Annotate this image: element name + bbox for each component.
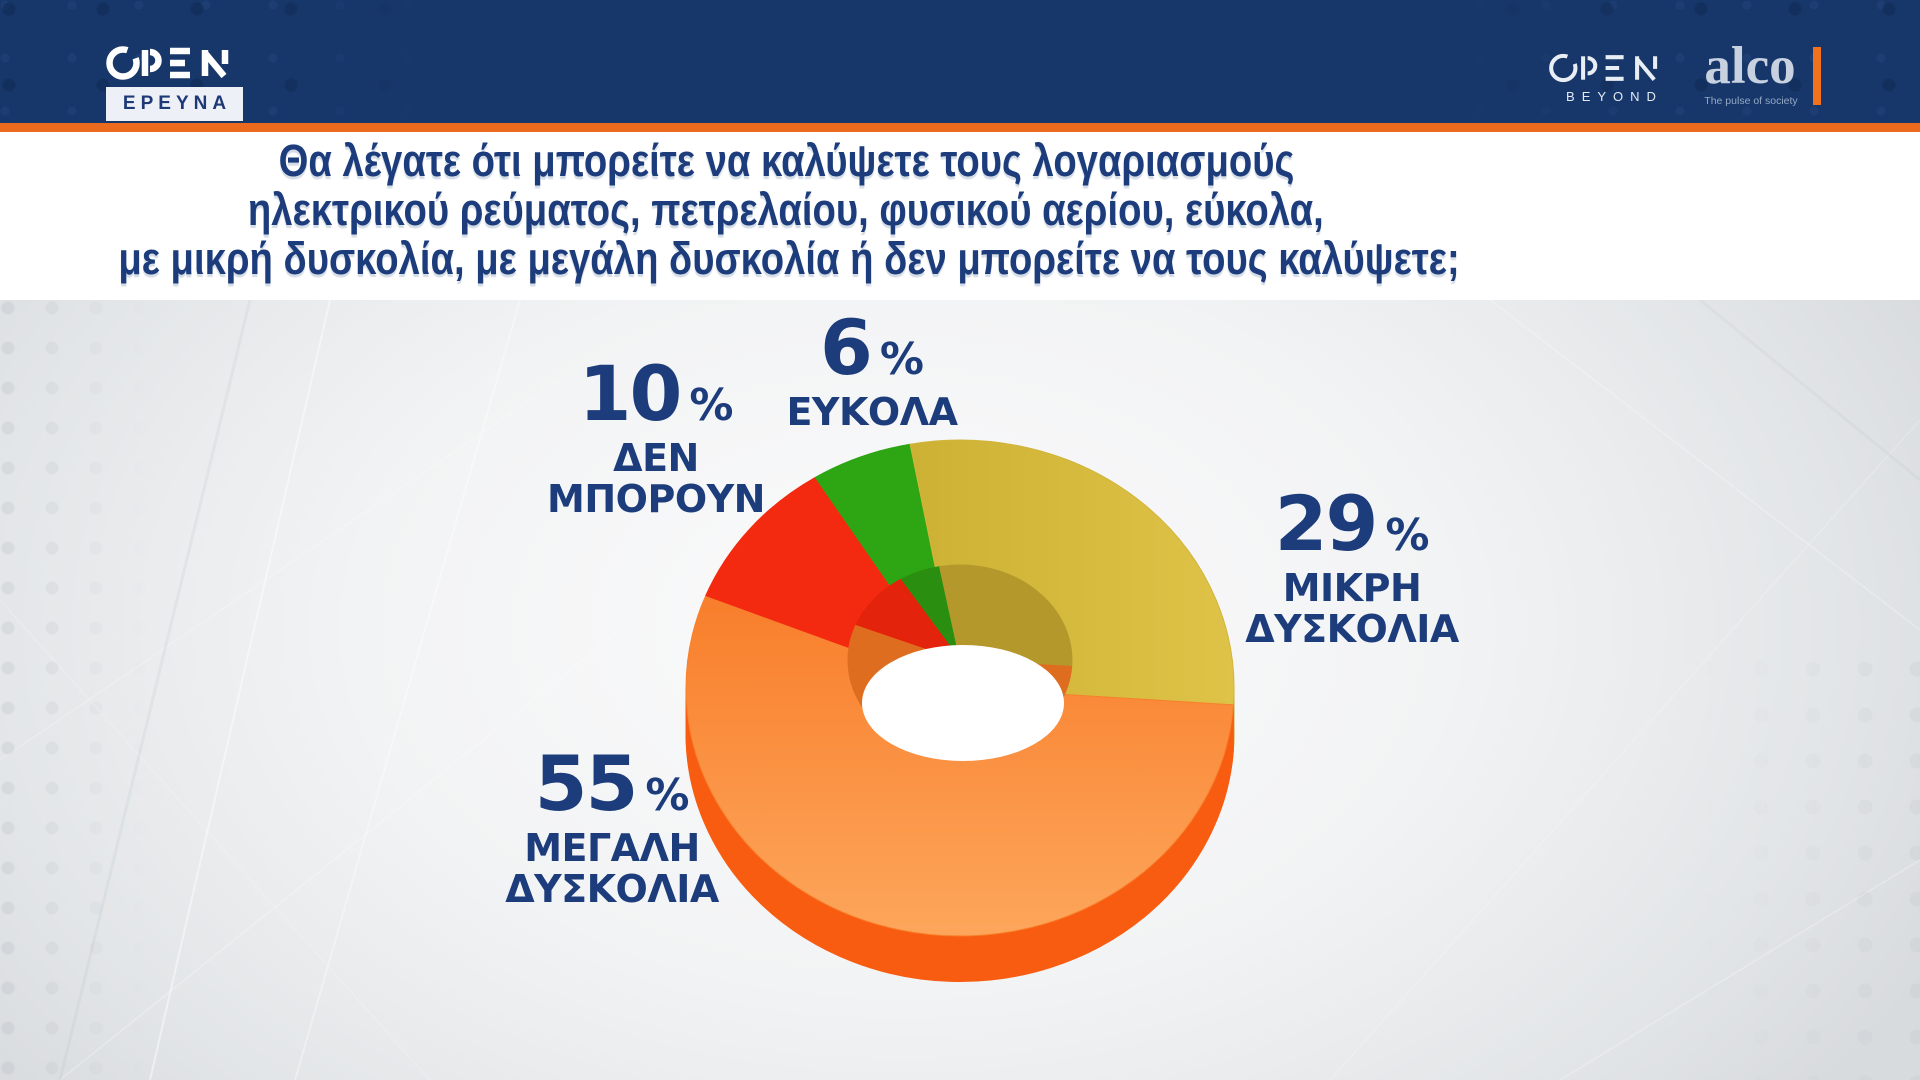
segment-value-row: 29 %: [1245, 479, 1459, 568]
orange-divider: [0, 123, 1920, 132]
percent-sign: %: [1385, 510, 1430, 561]
category-line: ΕΥΚΟΛΑ: [786, 390, 958, 434]
title-line-3: με μικρή δυσκολία, με μεγάλη δυσκολία ή …: [118, 233, 1460, 284]
percent-sign: %: [879, 334, 924, 385]
segment-percent-value: 10: [578, 349, 683, 438]
category-line: ΜΙΚΡΗ: [1282, 566, 1422, 610]
segment-percent-value: 6: [820, 303, 873, 392]
segment-category-name: ΜΙΚΡΗ ΔΥΣΚΟΛΙΑ: [1245, 566, 1459, 652]
alco-logo: alco: [1704, 37, 1796, 95]
segment-percent-value: 55: [534, 739, 639, 828]
category-line: ΜΠΟΡΟΥΝ: [547, 477, 765, 522]
alco-tagline: The pulse of society: [1704, 95, 1798, 107]
segment-category-name: ΜΕΓΑΛΗ ΔΥΣΚΟΛΙΑ: [505, 826, 719, 912]
segment-label-mikri-dyskolia: 29 % ΜΙΚΡΗ ΔΥΣΚΟΛΙΑ: [1245, 479, 1459, 652]
alco-accent-bar: [1813, 47, 1821, 105]
segment-category-name: ΔΕΝ ΜΠΟΡΟΥΝ: [547, 436, 765, 522]
title-band: [0, 132, 1920, 300]
segment-label-den-mporoyn: 10 % ΔΕΝ ΜΠΟΡΟΥΝ: [547, 349, 765, 522]
open-logo: [106, 46, 229, 80]
header-bar: ΕΡΕΥΝΑ BEYOND alco The pulse of society: [0, 0, 1920, 123]
segment-percent-value: 29: [1274, 479, 1379, 568]
background-dot-texture-right: [1700, 660, 1920, 1080]
segment-value-row: 6 %: [786, 303, 957, 392]
beyond-label: BEYOND: [1566, 89, 1663, 104]
segment-label-eykola: 6 % ΕΥΚΟΛΑ: [786, 303, 958, 434]
category-line: ΜΕΓΑΛΗ: [524, 826, 700, 870]
percent-sign: %: [645, 770, 690, 821]
open-beyond-logo: [1549, 53, 1658, 83]
category-line: ΔΕΝ: [613, 436, 699, 480]
ereyna-badge: ΕΡΕΥΝΑ: [106, 87, 243, 121]
segment-category-name: ΕΥΚΟΛΑ: [786, 390, 958, 434]
segment-value-row: 55 %: [505, 739, 719, 828]
category-line: ΔΥΣΚΟΛΙΑ: [1245, 607, 1459, 652]
title-line-2: ηλεκτρικού ρεύματος, πετρελαίου, φυσικού…: [248, 184, 1324, 235]
title-line-1: Θα λέγατε ότι μπορείτε να καλύψετε τους …: [278, 135, 1294, 186]
segment-label-megali-dyskolia: 55 % ΜΕΓΑΛΗ ΔΥΣΚΟΛΙΑ: [505, 739, 719, 912]
segment-value-row: 10 %: [547, 349, 765, 438]
question-title: Θα λέγατε ότι μπορείτε να καλύψετε τους …: [0, 136, 1572, 283]
background-dot-texture-left: [0, 300, 150, 1080]
ereyna-label: ΕΡΕΥΝΑ: [122, 93, 232, 114]
header-dot-fade: [0, 0, 1920, 123]
category-line: ΔΥΣΚΟΛΙΑ: [505, 867, 719, 912]
percent-sign: %: [689, 380, 734, 431]
background-line-texture: [0, 300, 1920, 1080]
